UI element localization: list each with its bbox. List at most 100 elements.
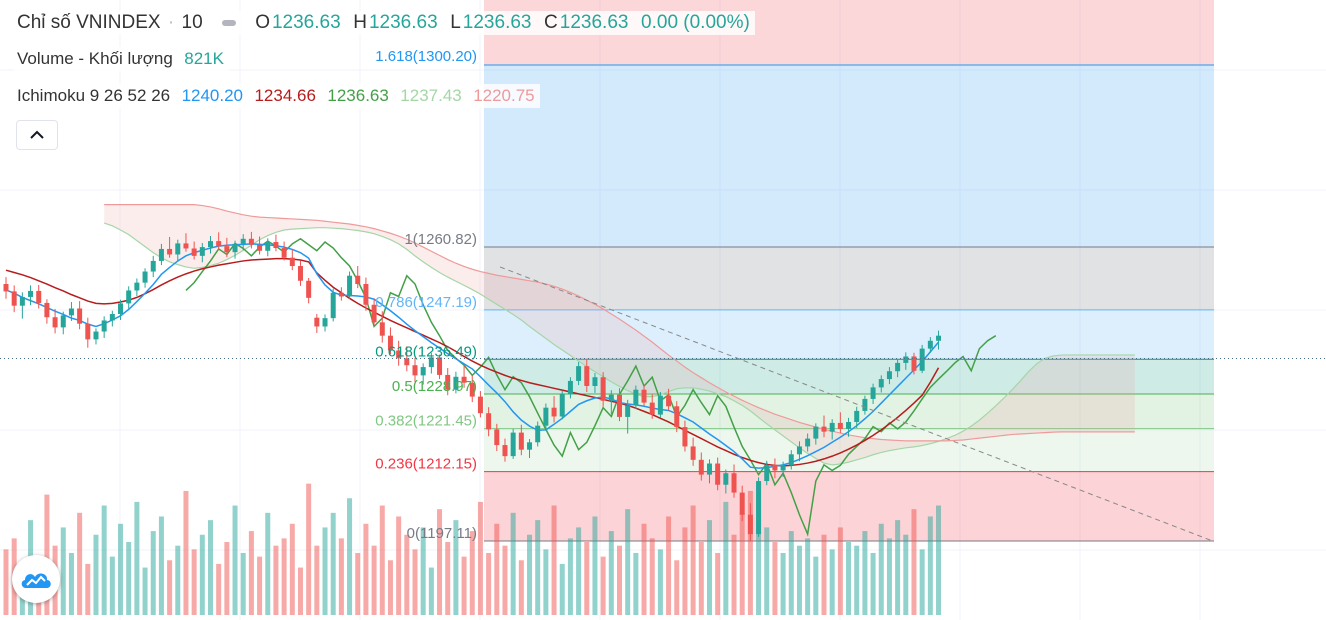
candle-body [592, 377, 598, 386]
volume-bar [445, 542, 451, 615]
volume-bar [387, 560, 393, 615]
candle-body [535, 425, 541, 443]
high-label: H [353, 12, 367, 33]
candle-body [527, 442, 533, 450]
candle-body [199, 247, 205, 256]
leading-span-a [103, 222, 1135, 466]
candle-body [862, 398, 868, 411]
trendline [499, 266, 1215, 542]
candle-body [60, 315, 66, 328]
collapse-legend-button[interactable] [16, 120, 58, 150]
candle-body [584, 366, 590, 386]
candle-body [494, 429, 500, 446]
volume-bar [633, 552, 639, 615]
candle-body [486, 413, 492, 430]
volume-value: 821K [184, 49, 224, 68]
candle-body [649, 402, 655, 415]
volume-bar [224, 542, 230, 615]
volume-bar [134, 501, 140, 615]
volume-bar [895, 520, 901, 615]
candle-body [85, 323, 91, 340]
candle-body [657, 395, 663, 415]
volume-bar [60, 527, 66, 615]
volume-bar [723, 501, 729, 615]
volume-bar [747, 490, 753, 615]
candle-body [216, 241, 222, 247]
volume-bar [796, 545, 802, 615]
volume-bar [551, 505, 557, 615]
volume-bar [625, 509, 631, 615]
candle-body [158, 248, 164, 261]
volume-bar [510, 512, 516, 615]
candle-body [412, 365, 418, 376]
candle-body [52, 317, 58, 328]
volume-bar [68, 552, 74, 615]
conversion-value: 1240.20 [181, 86, 244, 105]
volume-bar [347, 498, 353, 615]
candle-body [437, 357, 443, 375]
volume-bar [101, 505, 107, 615]
volume-bar [584, 542, 590, 615]
candle-body [191, 248, 197, 256]
candle-body [387, 335, 393, 351]
volume-bar [821, 534, 827, 615]
candle-body [232, 243, 238, 253]
candle-body [240, 238, 246, 244]
candle-body [796, 446, 802, 455]
candle-body [330, 292, 336, 319]
volume-bar [404, 534, 410, 615]
minus-icon[interactable] [221, 19, 236, 26]
close-value: 1236.63 [559, 12, 629, 33]
fib-level-label: 0.236(1212.15) [375, 456, 477, 473]
volume-bar [756, 483, 762, 615]
volume-bar [297, 567, 303, 615]
fib-zone [484, 471, 1214, 541]
candle-body [895, 362, 901, 372]
volume-bars [3, 483, 942, 615]
candle-body [805, 438, 811, 447]
volume-bar [453, 520, 459, 615]
candle-body [150, 260, 156, 272]
volume-bar [567, 538, 573, 615]
volume-bar [919, 549, 925, 615]
candle-body [567, 380, 573, 395]
volume-bar [330, 512, 336, 615]
candle-body [870, 387, 876, 399]
candle-body [134, 282, 140, 291]
candle-body [723, 473, 729, 485]
candle-body [731, 473, 737, 493]
candle-body [322, 318, 328, 327]
volume-bar [44, 494, 50, 615]
tradingview-logo-button[interactable] [12, 555, 60, 603]
candle-body [142, 271, 148, 283]
volume-bar [167, 560, 173, 615]
candle-body [747, 514, 753, 535]
candle-body [502, 445, 508, 457]
span-b-value: 1220.75 [473, 86, 535, 105]
candle-body [927, 340, 933, 349]
volume-bar [314, 545, 320, 615]
volume-bar [788, 531, 794, 615]
volume-bar [461, 556, 467, 615]
volume-bar [600, 556, 606, 615]
volume-bar [322, 527, 328, 615]
candle-body [289, 257, 295, 267]
volume-bar [641, 523, 647, 615]
candle-body [224, 246, 230, 253]
candle-body [118, 303, 124, 315]
candle-body [469, 382, 475, 397]
candle-body [68, 308, 74, 316]
volume-bar [608, 531, 614, 615]
volume-bar [698, 542, 704, 615]
volume-legend: Volume - Khối lượng 821K [14, 47, 229, 71]
candle-body [829, 422, 835, 432]
volume-bar [780, 552, 786, 615]
volume-bar [77, 512, 83, 615]
candle-body [886, 371, 892, 380]
volume-bar [535, 520, 541, 615]
volume-bar [543, 549, 549, 615]
candle-body [600, 377, 606, 401]
volume-bar [150, 531, 156, 615]
candle-body [682, 427, 688, 447]
